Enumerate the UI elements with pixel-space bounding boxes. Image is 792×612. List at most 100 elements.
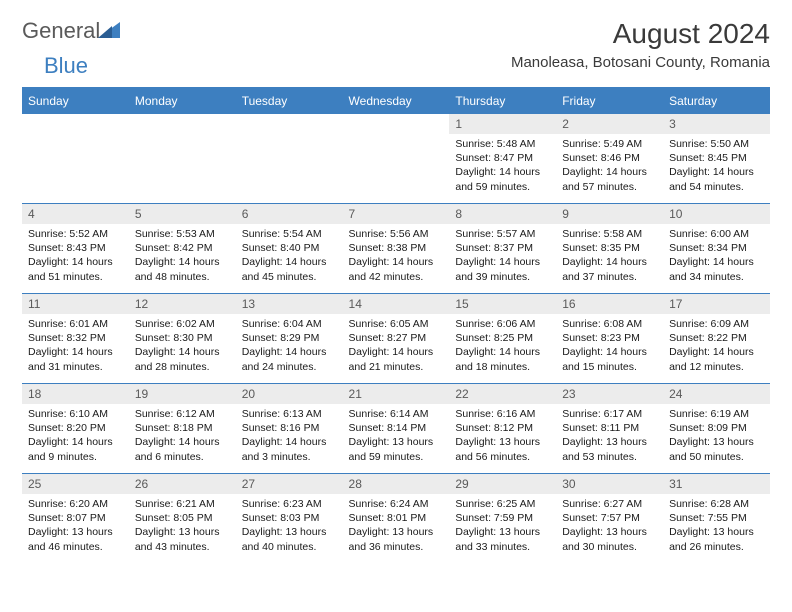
day-info-line: Daylight: 13 hours	[28, 525, 123, 539]
weekday-header: Saturday	[663, 88, 770, 114]
calendar-day-cell: 1Sunrise: 5:48 AMSunset: 8:47 PMDaylight…	[449, 114, 556, 204]
day-number: 21	[343, 384, 450, 404]
day-info-line: and 42 minutes.	[349, 270, 444, 284]
day-info: Sunrise: 6:13 AMSunset: 8:16 PMDaylight:…	[236, 404, 343, 468]
calendar-day-cell: 12Sunrise: 6:02 AMSunset: 8:30 PMDayligh…	[129, 294, 236, 384]
weekday-header: Wednesday	[343, 88, 450, 114]
day-info-line: Sunset: 8:14 PM	[349, 421, 444, 435]
day-info-line: Sunrise: 6:06 AM	[455, 317, 550, 331]
calendar-day-cell: 8Sunrise: 5:57 AMSunset: 8:37 PMDaylight…	[449, 204, 556, 294]
day-info-line: Daylight: 14 hours	[455, 165, 550, 179]
weekday-header: Monday	[129, 88, 236, 114]
day-info-line: Sunrise: 5:50 AM	[669, 137, 764, 151]
day-info-line: Sunset: 7:59 PM	[455, 511, 550, 525]
calendar-day-cell: 21Sunrise: 6:14 AMSunset: 8:14 PMDayligh…	[343, 384, 450, 474]
day-info: Sunrise: 5:56 AMSunset: 8:38 PMDaylight:…	[343, 224, 450, 288]
day-info-line: Daylight: 14 hours	[669, 255, 764, 269]
calendar-header-row: SundayMondayTuesdayWednesdayThursdayFrid…	[22, 88, 770, 114]
weekday-header: Friday	[556, 88, 663, 114]
day-info-line: Sunrise: 6:10 AM	[28, 407, 123, 421]
calendar-day-cell: 28Sunrise: 6:24 AMSunset: 8:01 PMDayligh…	[343, 474, 450, 564]
day-info-line: and 15 minutes.	[562, 360, 657, 374]
calendar-day-cell: 9Sunrise: 5:58 AMSunset: 8:35 PMDaylight…	[556, 204, 663, 294]
calendar-day-cell: 15Sunrise: 6:06 AMSunset: 8:25 PMDayligh…	[449, 294, 556, 384]
day-info-line: Sunset: 8:32 PM	[28, 331, 123, 345]
day-info-line: Sunrise: 6:14 AM	[349, 407, 444, 421]
day-info-line: and 37 minutes.	[562, 270, 657, 284]
day-info-line: and 12 minutes.	[669, 360, 764, 374]
day-info-line: Sunrise: 6:19 AM	[669, 407, 764, 421]
calendar-day-cell	[129, 114, 236, 204]
day-info: Sunrise: 6:16 AMSunset: 8:12 PMDaylight:…	[449, 404, 556, 468]
calendar-week-row: 1Sunrise: 5:48 AMSunset: 8:47 PMDaylight…	[22, 114, 770, 204]
day-info-line: and 30 minutes.	[562, 540, 657, 554]
day-info-line: Sunrise: 6:24 AM	[349, 497, 444, 511]
day-info: Sunrise: 5:58 AMSunset: 8:35 PMDaylight:…	[556, 224, 663, 288]
day-info-line: Sunset: 8:12 PM	[455, 421, 550, 435]
logo-text-general: General	[22, 18, 100, 44]
day-info-line: Daylight: 14 hours	[349, 345, 444, 359]
day-info-line: Daylight: 13 hours	[455, 525, 550, 539]
calendar-week-row: 25Sunrise: 6:20 AMSunset: 8:07 PMDayligh…	[22, 474, 770, 564]
day-number: 29	[449, 474, 556, 494]
day-info-line: Daylight: 14 hours	[242, 435, 337, 449]
day-info-line: Daylight: 14 hours	[135, 435, 230, 449]
day-info-line: and 59 minutes.	[349, 450, 444, 464]
day-info-line: Sunrise: 6:13 AM	[242, 407, 337, 421]
calendar-day-cell: 20Sunrise: 6:13 AMSunset: 8:16 PMDayligh…	[236, 384, 343, 474]
day-number: 30	[556, 474, 663, 494]
day-info: Sunrise: 6:09 AMSunset: 8:22 PMDaylight:…	[663, 314, 770, 378]
calendar-day-cell: 22Sunrise: 6:16 AMSunset: 8:12 PMDayligh…	[449, 384, 556, 474]
day-number: 19	[129, 384, 236, 404]
calendar-day-cell: 2Sunrise: 5:49 AMSunset: 8:46 PMDaylight…	[556, 114, 663, 204]
day-info-line: and 50 minutes.	[669, 450, 764, 464]
day-info-line: and 53 minutes.	[562, 450, 657, 464]
day-info: Sunrise: 6:00 AMSunset: 8:34 PMDaylight:…	[663, 224, 770, 288]
day-info-line: Sunset: 8:27 PM	[349, 331, 444, 345]
day-info-line: and 51 minutes.	[28, 270, 123, 284]
day-info: Sunrise: 5:50 AMSunset: 8:45 PMDaylight:…	[663, 134, 770, 198]
day-info: Sunrise: 6:06 AMSunset: 8:25 PMDaylight:…	[449, 314, 556, 378]
calendar-day-cell: 11Sunrise: 6:01 AMSunset: 8:32 PMDayligh…	[22, 294, 129, 384]
day-number: 12	[129, 294, 236, 314]
day-info: Sunrise: 6:01 AMSunset: 8:32 PMDaylight:…	[22, 314, 129, 378]
day-info: Sunrise: 6:24 AMSunset: 8:01 PMDaylight:…	[343, 494, 450, 558]
day-info-line: and 26 minutes.	[669, 540, 764, 554]
calendar-day-cell: 17Sunrise: 6:09 AMSunset: 8:22 PMDayligh…	[663, 294, 770, 384]
day-info-line: Sunset: 8:46 PM	[562, 151, 657, 165]
calendar-day-cell: 10Sunrise: 6:00 AMSunset: 8:34 PMDayligh…	[663, 204, 770, 294]
day-info-line: and 56 minutes.	[455, 450, 550, 464]
day-info-line: Sunset: 8:37 PM	[455, 241, 550, 255]
day-number: 7	[343, 204, 450, 224]
day-info-line: Daylight: 14 hours	[669, 165, 764, 179]
calendar-day-cell	[22, 114, 129, 204]
day-number: 3	[663, 114, 770, 134]
weekday-header: Tuesday	[236, 88, 343, 114]
day-info: Sunrise: 6:14 AMSunset: 8:14 PMDaylight:…	[343, 404, 450, 468]
day-info: Sunrise: 6:10 AMSunset: 8:20 PMDaylight:…	[22, 404, 129, 468]
day-info: Sunrise: 5:57 AMSunset: 8:37 PMDaylight:…	[449, 224, 556, 288]
day-info-line: Sunset: 8:22 PM	[669, 331, 764, 345]
day-number: 23	[556, 384, 663, 404]
day-info-line: Sunset: 8:23 PM	[562, 331, 657, 345]
day-info: Sunrise: 6:27 AMSunset: 7:57 PMDaylight:…	[556, 494, 663, 558]
day-info-line: Sunset: 8:40 PM	[242, 241, 337, 255]
day-info-line: Daylight: 14 hours	[562, 255, 657, 269]
day-number: 1	[449, 114, 556, 134]
day-info: Sunrise: 6:12 AMSunset: 8:18 PMDaylight:…	[129, 404, 236, 468]
calendar-day-cell: 7Sunrise: 5:56 AMSunset: 8:38 PMDaylight…	[343, 204, 450, 294]
calendar-day-cell: 16Sunrise: 6:08 AMSunset: 8:23 PMDayligh…	[556, 294, 663, 384]
calendar-day-cell: 19Sunrise: 6:12 AMSunset: 8:18 PMDayligh…	[129, 384, 236, 474]
day-info-line: Sunrise: 5:49 AM	[562, 137, 657, 151]
day-number: 26	[129, 474, 236, 494]
day-info-line: Daylight: 14 hours	[349, 255, 444, 269]
calendar-day-cell: 31Sunrise: 6:28 AMSunset: 7:55 PMDayligh…	[663, 474, 770, 564]
day-info-line: Daylight: 14 hours	[562, 345, 657, 359]
day-info-line: and 48 minutes.	[135, 270, 230, 284]
day-info-line: and 24 minutes.	[242, 360, 337, 374]
day-info-line: Sunset: 8:16 PM	[242, 421, 337, 435]
calendar-day-cell: 29Sunrise: 6:25 AMSunset: 7:59 PMDayligh…	[449, 474, 556, 564]
day-info-line: Sunset: 8:11 PM	[562, 421, 657, 435]
day-info-line: Sunrise: 5:57 AM	[455, 227, 550, 241]
day-info-line: Daylight: 14 hours	[135, 255, 230, 269]
